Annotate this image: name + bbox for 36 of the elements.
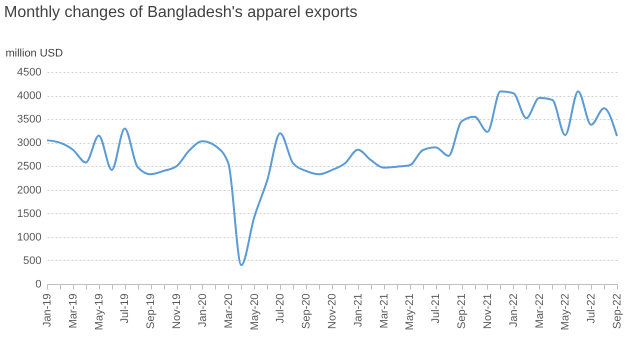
x-tick-label: Nov-20 [326,294,338,329]
x-tick-label: Jul-22 [586,294,598,324]
line-series [46,90,618,266]
x-tick-label: May-19 [93,294,106,330]
y-tick-label: 1500 [17,208,42,220]
x-tick-label: Jul-19 [119,294,132,324]
x-tick-label: Sep-21 [456,294,468,329]
y-tick-label: 0 [35,278,42,290]
x-tick-label: Sep-19 [145,294,158,329]
y-tick-label: 4500 [17,66,42,78]
x-tick-label: Nov-21 [482,294,494,329]
x-tick-label: Jul-21 [430,294,442,324]
x-tick-label: Jan-19 [42,294,54,328]
x-tick-label: Nov-19 [171,294,184,329]
x-tick-label: Mar-20 [222,294,235,328]
y-tick-label: 4000 [17,90,42,102]
x-tick-label: Mar-21 [378,294,390,328]
chart-title: Monthly changes of Bangladesh's apparel exports [4,4,358,22]
x-tick-label: May-21 [404,294,416,330]
y-tick-label: 500 [23,254,42,267]
x-tick-label: May-22 [560,294,572,330]
x-tick-label: Jul-20 [274,294,287,324]
x-tick-label: May-20 [248,294,261,330]
y-tick-label: 3500 [17,114,42,126]
x-tick-label: Jan-21 [352,294,364,328]
y-tick-label: 3000 [17,137,42,150]
y-tick-label: 2000 [17,184,42,196]
x-tick-label: Mar-22 [534,294,546,328]
y-tick-label: 2500 [17,160,42,173]
x-tick-label: Sep-20 [300,294,313,329]
x-tick-label: Mar-19 [67,294,80,328]
x-tick-label: Jan-22 [508,294,520,328]
x-tick-label: Sep-22 [612,294,624,329]
x-tick-label: Jan-20 [196,294,209,328]
y-tick-label: 1000 [17,231,42,244]
y-axis-title: million USD [6,48,64,60]
